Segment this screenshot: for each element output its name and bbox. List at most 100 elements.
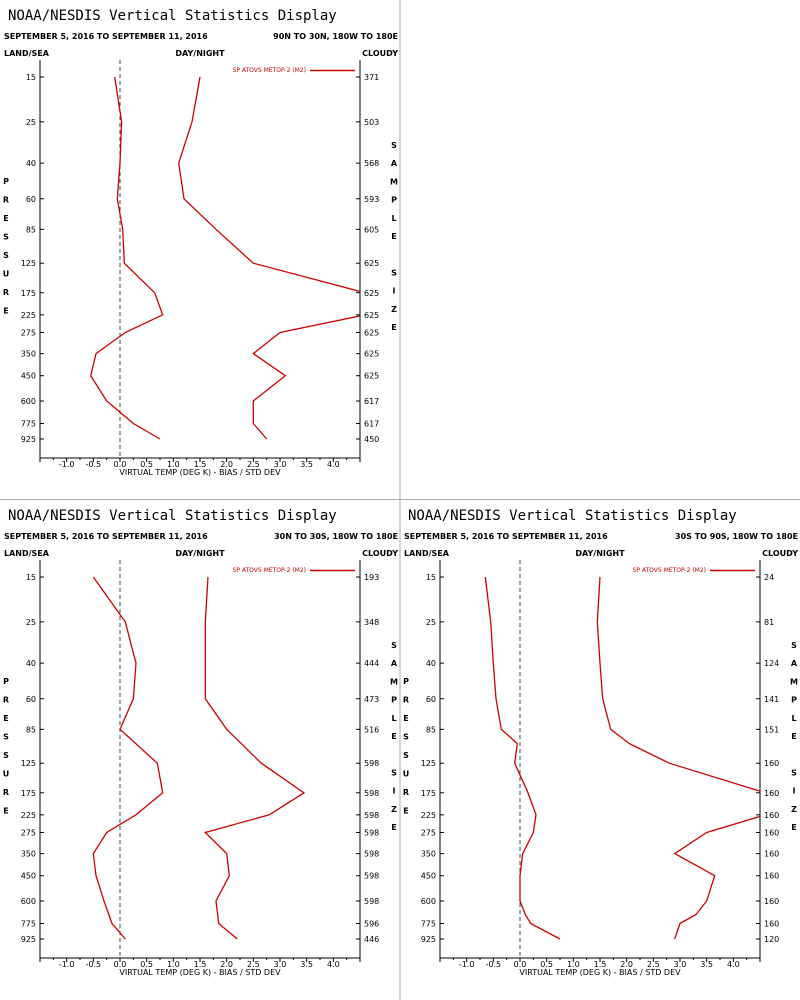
pressure-side-letter: U [3,770,10,779]
x-tick-label: 3.0 [274,460,287,469]
x-tick-label: -0.5 [86,960,102,969]
pressure-level-label: 600 [421,897,436,906]
day-night-label: DAY/NIGHT [175,549,225,558]
sample-size-label: 120 [764,935,779,944]
sample-size-side-letter: P [391,696,397,705]
sample-size-side-letter: E [791,732,796,741]
sample-size-label: 617 [364,397,379,406]
x-tick-label: 1.5 [194,960,207,969]
pressure-level-label: 450 [21,372,36,381]
land-sea-label: LAND/SEA [404,549,450,558]
pressure-level-label: 15 [426,573,436,582]
sample-size-side-letter: Z [391,305,397,314]
x-tick-label: 0.0 [514,960,527,969]
pressure-level-label: 225 [421,811,436,820]
date-range: SEPTEMBER 5, 2016 TO SEPTEMBER 11, 2016 [4,532,208,541]
region: 30N TO 30S, 180W TO 180E [274,532,398,541]
x-tick-label: 3.0 [274,960,287,969]
sample-size-side-letter: S [791,641,797,650]
pressure-side-letter: S [3,233,9,242]
x-tick-label: 1.5 [194,460,207,469]
sample-size-side-letter: S [391,768,397,777]
pressure-level-label: 925 [21,435,36,444]
pressure-side-letter: R [3,696,9,705]
pressure-level-label: 25 [26,618,36,627]
sample-size-label: 598 [364,850,379,859]
pressure-level-label: 450 [21,872,36,881]
x-tick-label: 3.0 [674,960,687,969]
sample-size-label: 348 [364,618,379,627]
pressure-side-letter: S [3,751,9,760]
pressure-level-label: 350 [421,850,436,859]
pressure-level-label: 60 [426,695,436,704]
pressure-level-label: 775 [421,919,436,928]
sample-size-side-letter: A [791,659,798,668]
x-tick-label: 0.5 [540,960,553,969]
pressure-side-letter: S [403,733,409,742]
pressure-level-label: 25 [26,118,36,127]
date-range: SEPTEMBER 5, 2016 TO SEPTEMBER 11, 2016 [4,32,208,41]
sample-size-label: 124 [764,659,779,668]
sample-size-side-letter: P [391,196,397,205]
x-tick-label: -0.5 [486,960,502,969]
sample-size-side-letter: I [793,787,796,796]
sample-size-side-letter: M [390,177,398,186]
pressure-level-label: 60 [26,695,36,704]
series-line-bias [484,576,561,940]
x-tick-label: 2.5 [647,960,660,969]
sample-size-side-letter: E [391,732,396,741]
sample-size-label: 81 [764,618,774,627]
sample-size-side-letter: A [391,159,398,168]
x-tick-label: 0.0 [114,460,127,469]
sample-size-label: 605 [364,225,379,234]
series-line-std-dev [204,576,306,940]
sample-size-side-letter: L [391,714,396,723]
panel-title: NOAA/NESDIS Vertical Statistics Display [8,8,337,24]
pressure-level-label: 85 [26,725,36,734]
sample-size-label: 160 [764,872,779,881]
x-tick-label: 3.5 [300,960,313,969]
x-tick-label: 1.5 [594,960,607,969]
sample-size-label: 625 [364,372,379,381]
x-tick-label: 3.5 [700,960,713,969]
sample-size-side-letter: E [791,823,796,832]
pressure-level-label: 15 [26,73,36,82]
panel-title: NOAA/NESDIS Vertical Statistics Display [8,508,337,524]
sample-size-side-letter: E [391,323,396,332]
pressure-side-letter: U [3,270,10,279]
pressure-level-label: 40 [26,159,36,168]
pressure-side-letter: S [3,733,9,742]
sample-size-label: 598 [364,789,379,798]
sample-size-side-letter: I [393,287,396,296]
sample-size-side-letter: M [390,677,398,686]
sample-size-label: 444 [364,659,379,668]
sample-size-label: 625 [364,350,379,359]
sample-size-label: 160 [764,850,779,859]
sample-size-label: 160 [764,759,779,768]
x-tick-label: 0.5 [140,460,153,469]
sample-size-label: 473 [364,695,379,704]
pressure-side-letter: E [3,307,8,316]
sample-size-side-letter: L [791,714,796,723]
pressure-level-label: 225 [21,811,36,820]
x-tick-label: 0.0 [114,960,127,969]
pressure-side-letter: R [3,196,9,205]
series-line-bias [90,76,164,440]
sample-size-label: 24 [764,573,774,582]
pressure-side-letter: E [3,214,8,223]
cloudy-label: CLOUDY [762,549,798,558]
x-tick-label: 1.0 [567,960,580,969]
pressure-side-letter: E [3,714,8,723]
sample-size-side-letter: E [391,823,396,832]
sample-size-side-letter: S [391,141,397,150]
x-tick-label: 2.0 [220,460,233,469]
sample-size-side-letter: S [791,768,797,777]
pressure-level-label: 85 [426,725,436,734]
pressure-level-label: 225 [21,311,36,320]
sample-size-side-letter: S [391,268,397,277]
sample-size-label: 516 [364,725,379,734]
pressure-side-letter: R [3,288,9,297]
x-tick-label: 2.0 [620,960,633,969]
pressure-side-letter: E [3,807,8,816]
